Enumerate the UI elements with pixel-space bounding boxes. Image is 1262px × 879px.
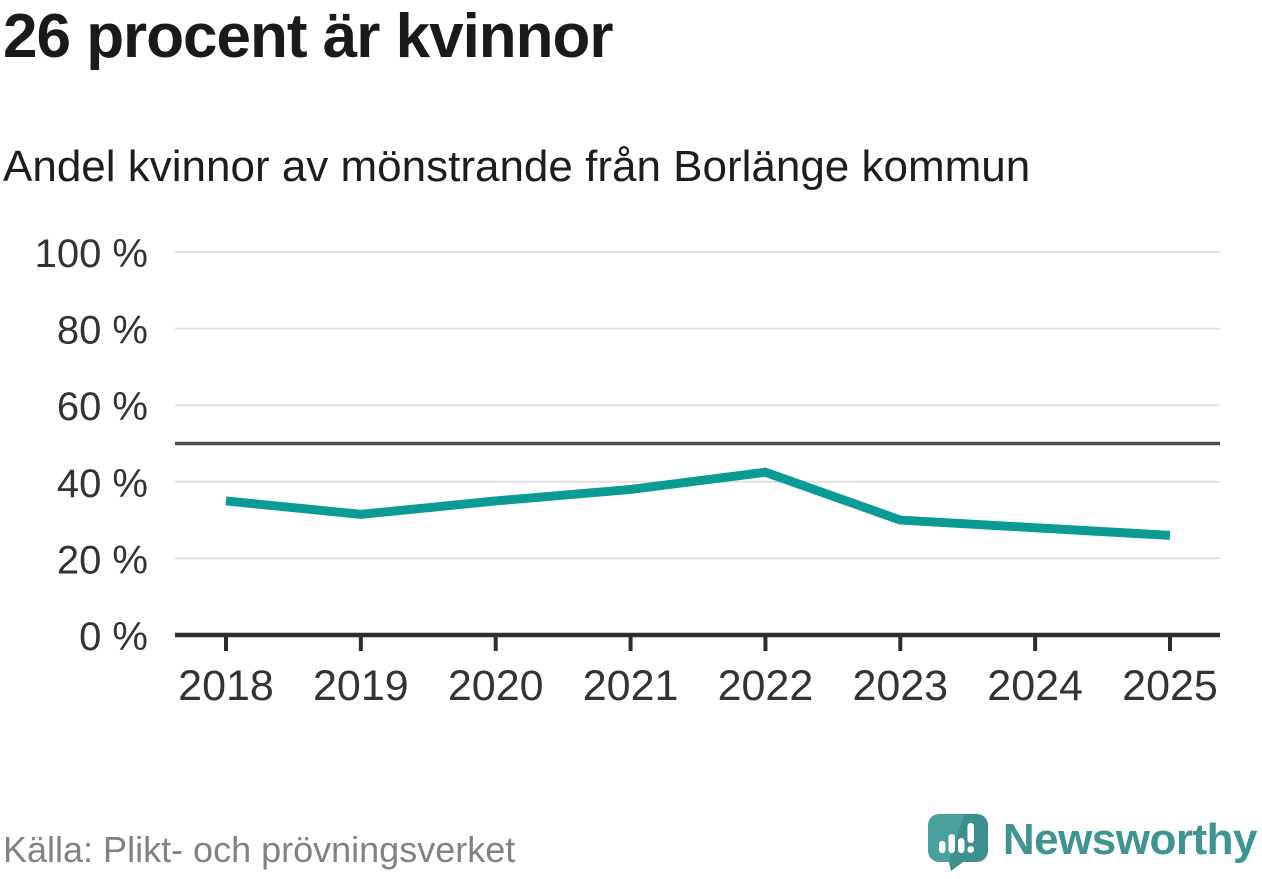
bar-2 <box>948 834 955 853</box>
newsworthy-logo: Newsworthy <box>927 813 1258 871</box>
bar-3 <box>957 838 965 853</box>
y-axis-label-20: 20 % <box>57 538 148 582</box>
y-axis-label-100: 100 % <box>35 232 148 276</box>
source-text: Källa: Plikt- och prövningsverket <box>3 829 516 870</box>
x-axis-label-2020: 2020 <box>448 662 544 710</box>
y-axis-label-0: 0 % <box>79 615 148 659</box>
newsworthy-logo-icon <box>927 814 988 871</box>
exclamation-bar <box>967 823 974 843</box>
bar-1 <box>938 841 946 853</box>
y-axis-label-60: 60 % <box>57 385 148 429</box>
newsworthy-wordmark: Newsworthy <box>1002 815 1258 864</box>
x-axis-label-2018: 2018 <box>178 662 274 710</box>
x-axis-label-2021: 2021 <box>583 662 679 710</box>
x-axis-label-2019: 2019 <box>313 662 409 710</box>
data-line-andel-kvinnor <box>225 467 1171 540</box>
chart-subtitle: Andel kvinnor av mönstrande från Borläng… <box>3 142 1031 191</box>
x-axis-label-2024: 2024 <box>987 662 1083 710</box>
exclamation-dot <box>967 846 974 853</box>
x-axis-label-2025: 2025 <box>1122 662 1218 710</box>
y-axis-label-40: 40 % <box>57 462 148 506</box>
y-axis-label-80: 80 % <box>57 309 148 353</box>
chart-title: 26 procent är kvinnor <box>3 2 614 71</box>
x-axis-label-2022: 2022 <box>718 662 814 710</box>
x-axis-label-2023: 2023 <box>852 662 948 710</box>
